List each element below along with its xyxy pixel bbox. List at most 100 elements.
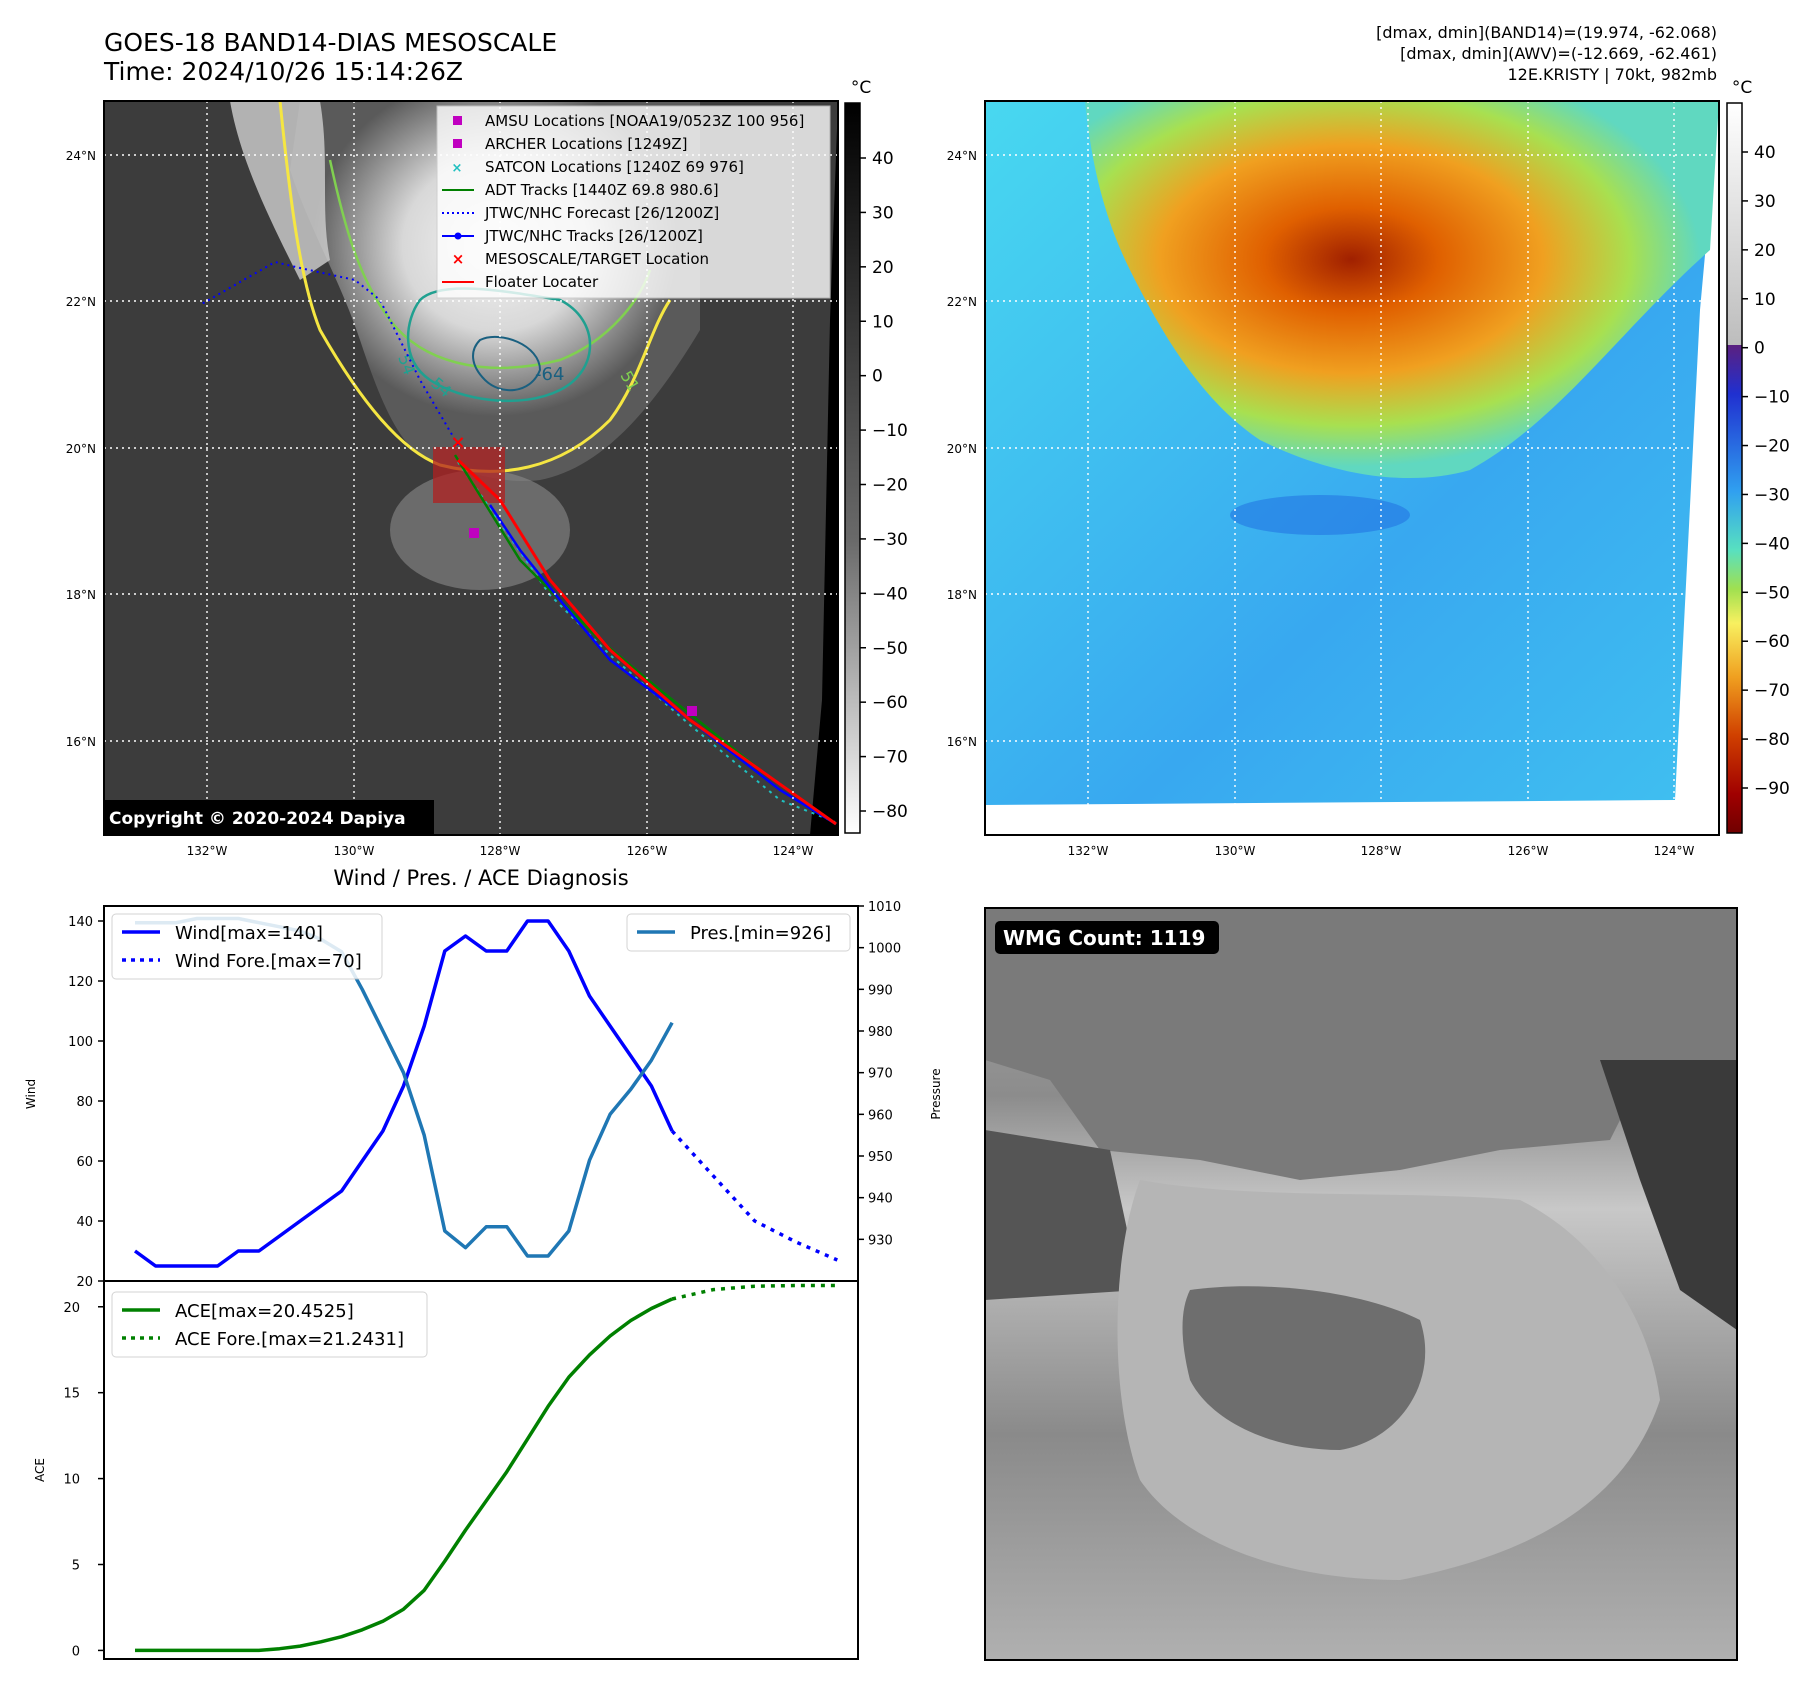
color-colorbar-tick-label: −60	[1754, 632, 1790, 652]
wmg-dark-core	[1182, 1286, 1426, 1450]
info-awv: [dmax, dmin](AWV)=(-12.669, -62.461)	[1400, 44, 1717, 63]
color-lat-22: 22°N	[947, 295, 977, 309]
wind-tick-label: 120	[68, 975, 93, 990]
storm-tracks: ×	[199, 260, 837, 826]
gray-colorbar-tick-label: 10	[872, 312, 894, 332]
pressure-ylabel: Pressure	[929, 1068, 943, 1119]
wind-tick-label: 140	[68, 915, 93, 930]
gray-colorbar-tick-label: −40	[872, 584, 908, 604]
legend-amsu: AMSU Locations [NOAA19/0523Z 100 956]	[485, 112, 804, 130]
series-wind	[133, 919, 674, 1268]
legend-jtwc-dot	[454, 232, 462, 240]
color-lat-20: 20°N	[947, 442, 977, 456]
pressure-tick-label: 970	[868, 1067, 893, 1082]
color-lat-16: 16°N	[947, 735, 977, 749]
legend-target: MESOSCALE/TARGET Location	[485, 250, 709, 268]
contour-green	[328, 159, 652, 370]
wmg-dark-west	[985, 1130, 1140, 1300]
gray-colorbar-tick-label: 30	[872, 203, 894, 223]
legend-floater: Floater Locater	[485, 273, 599, 291]
ir-map-frame	[103, 100, 839, 836]
legend-amsu-swatch	[453, 116, 462, 125]
ace-fore-legend-label: ACE Fore.[max=21.2431]	[175, 1329, 404, 1350]
legend-archer: ARCHER Locations [1249Z]	[485, 135, 688, 153]
pressure-tick-label: 940	[868, 1192, 893, 1207]
color-map	[984, 100, 1720, 836]
color-colorbar-tick-label: −90	[1754, 779, 1790, 799]
ace-tick-label: 20	[63, 1301, 80, 1316]
figure-timestamp: Time: 2024/10/26 15:14:26Z	[103, 57, 463, 86]
pressure-tick-label: 930	[868, 1233, 893, 1248]
color-lon-132: 132°W	[1068, 844, 1109, 858]
amsu-marker	[469, 528, 479, 538]
color-colorbar-bottom	[1727, 345, 1742, 833]
pressure-tick-label: 950	[868, 1150, 893, 1165]
color-map-frame	[984, 100, 1720, 836]
gray-colorbar-tick-label: 40	[872, 149, 894, 169]
ace-ylabel: ACE	[33, 1458, 47, 1482]
ace-tick-label: 10	[63, 1473, 80, 1488]
gray-colorbar-tick-label: −80	[872, 802, 908, 822]
ace-legend-box	[111, 1291, 428, 1358]
jtwc-track	[488, 504, 837, 826]
legend-satcon: SATCON Locations [1240Z 69 976]	[485, 158, 744, 176]
archer-marker	[687, 706, 697, 716]
wind-tick-label: 80	[76, 1095, 93, 1110]
ir-nodata-edge	[810, 101, 838, 835]
color-lat-labels: 24°N 22°N 20°N 18°N 16°N	[947, 149, 977, 749]
info-band14: [dmax, dmin](BAND14)=(19.974, -62.068)	[1376, 23, 1717, 42]
color-colorbar-tick-label: −30	[1754, 485, 1790, 505]
color-colorbar-tick-label: −20	[1754, 437, 1790, 457]
color-lon-labels: 132°W 130°W 128°W 126°W 124°W	[1068, 844, 1695, 858]
ir-lon-126: 126°W	[627, 844, 668, 858]
info-storm: 12E.KRISTY | 70kt, 982mb	[1508, 65, 1718, 84]
contour-darkteal	[472, 335, 542, 392]
legend-satcon-swatch: ×	[452, 161, 463, 176]
copyright-box	[104, 800, 434, 835]
gray-colorbar-tick-label: −50	[872, 639, 908, 659]
ir-lon-128: 128°W	[480, 844, 521, 858]
wmg-frame	[984, 907, 1738, 1661]
ace-tick-label: 15	[63, 1387, 80, 1402]
wmg-dark-band	[985, 908, 1737, 1180]
pressure-tick-label: 1000	[868, 942, 901, 957]
gray-colorbar-tick-label: −70	[872, 748, 908, 768]
map-legend-box	[436, 105, 831, 299]
pressure-tick-label: 1010	[868, 900, 901, 915]
wmg-dark-east	[1600, 1060, 1737, 1330]
ir-lat-24: 24°N	[66, 149, 96, 163]
diagnosis-chart: Wind / Pres. / ACE Diagnosis 14012010080…	[24, 866, 943, 1660]
legend-adt: ADT Tracks [1440Z 69.8 980.6]	[485, 181, 719, 199]
legend-target-swatch: ×	[452, 250, 465, 268]
pressure-tick-label: 980	[868, 1025, 893, 1040]
color-lon-128: 128°W	[1361, 844, 1402, 858]
ir-lat-18: 18°N	[66, 588, 96, 602]
color-colorbar-tick-label: 30	[1754, 192, 1776, 212]
gray-colorbar-tick-label: 0	[872, 367, 883, 387]
wind-tick-label: 60	[76, 1155, 93, 1170]
wind-tick-label: 20	[76, 1275, 93, 1290]
ir-lat-16: 16°N	[66, 735, 96, 749]
series-ace	[135, 1297, 673, 1653]
floater-track	[456, 458, 837, 826]
color-cold-band	[1230, 495, 1410, 535]
pres-legend-box	[626, 913, 851, 952]
color-colorbar-tick-label: 0	[1754, 339, 1765, 359]
ir-lat-20: 20°N	[66, 442, 96, 456]
gray-colorbar-unit: °C	[851, 78, 871, 98]
color-colorbar-tick-label: −70	[1754, 681, 1790, 701]
wind-tick-label: 100	[68, 1035, 93, 1050]
color-colorbar-tick-label: 10	[1754, 290, 1776, 310]
wind-legend-box	[111, 913, 383, 980]
contour-label-64: -64	[535, 364, 564, 385]
color-colorbar-tick-label: −10	[1754, 388, 1790, 408]
ir-lat-22: 22°N	[66, 295, 96, 309]
ace-legend-label: ACE[max=20.4525]	[175, 1301, 354, 1322]
ir-cloud-band	[230, 101, 330, 280]
gray-colorbar-tick-label: −60	[872, 693, 908, 713]
color-colorbar-tick-label: −80	[1754, 730, 1790, 750]
color-colorbar-tick-label: 20	[1754, 241, 1776, 261]
wind-legend-label: Wind[max=140]	[175, 923, 323, 944]
map-legend: AMSU Locations [NOAA19/0523Z 100 956] AR…	[436, 105, 831, 299]
gray-colorbar-bar	[844, 102, 861, 834]
